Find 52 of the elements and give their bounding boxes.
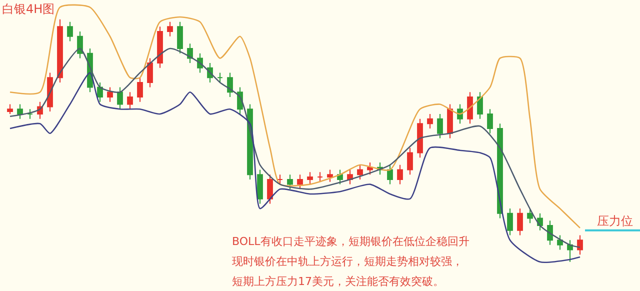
ref-line-label: 压力位: [597, 214, 633, 228]
candlestick: [217, 72, 223, 83]
candlestick: [347, 169, 353, 185]
chart-title: 白银4H图: [2, 2, 55, 16]
candlestick: [557, 234, 563, 250]
candlestick: [147, 58, 153, 88]
candlestick: [427, 113, 433, 130]
candlestick: [227, 72, 233, 98]
annotation: 现时银价在中轨上方运行，短期走势相对较强，: [232, 255, 463, 268]
candlestick: [567, 240, 573, 262]
candlestick: [357, 164, 363, 180]
candlestick: [167, 21, 173, 37]
candlestick: [447, 104, 453, 139]
candlestick: [317, 172, 323, 182]
candlestick: [327, 169, 333, 182]
candlestick: [397, 164, 403, 185]
candlestick: [177, 21, 183, 54]
candlestick: [107, 86, 113, 102]
candlestick: [517, 208, 523, 236]
candlestick: [127, 92, 133, 110]
candlestick: [137, 77, 143, 102]
candlestick: [577, 234, 583, 256]
candlestick: [287, 174, 293, 190]
candlestick: [47, 72, 53, 112]
candlestick: [487, 108, 493, 134]
candlestick: [257, 169, 263, 204]
candlestick: [367, 162, 373, 176]
candlestick: [77, 31, 83, 59]
candlestick: [67, 21, 73, 42]
candlestick: [277, 174, 283, 185]
candlestick: [387, 164, 393, 185]
candlestick: [437, 113, 443, 139]
candlestick: [297, 174, 303, 190]
candlestick: [337, 169, 343, 185]
candlestick: [307, 172, 313, 185]
candlestick: [157, 26, 163, 68]
candlestick: [57, 18, 63, 83]
text: 短期上方压力17美元，关注能否有效突破。: [232, 275, 444, 288]
candlestick: [477, 92, 483, 120]
candlestick: [7, 104, 13, 114]
candlestick: [27, 108, 33, 120]
candlestick: [507, 208, 513, 236]
candlestick: [527, 208, 533, 224]
candlestick: [407, 147, 413, 176]
candlestick: [267, 174, 273, 204]
candlestick: [417, 118, 423, 158]
candlestick: [97, 82, 103, 102]
annotation: BOLL有收口走平迹象，短期银价在低位企稳回升: [232, 235, 470, 248]
candlestick: [17, 104, 23, 120]
candlestick: [117, 86, 123, 110]
candlestick: [537, 212, 543, 231]
candlestick: [467, 92, 473, 124]
